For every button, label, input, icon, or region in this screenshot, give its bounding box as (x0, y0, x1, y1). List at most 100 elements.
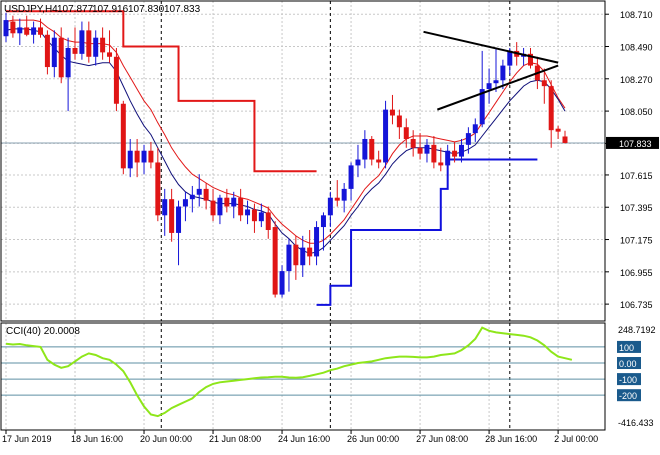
candle-body (327, 197, 333, 216)
candle-body (527, 53, 533, 66)
candle-body (452, 150, 458, 157)
candle-body (548, 86, 554, 131)
candle-body (293, 244, 299, 266)
candle-body (279, 271, 285, 295)
candle-body (58, 37, 64, 78)
candle-body (307, 247, 313, 257)
candle-body (562, 136, 568, 143)
candle-body (500, 65, 506, 81)
time-tick-label: 18 Jun 16:00 (71, 434, 123, 444)
cci-line (5, 326, 573, 418)
candle-body (265, 212, 271, 230)
main-grid (1, 1, 605, 321)
panel-frames (0, 0, 606, 431)
candle-body (245, 209, 251, 216)
candle-body (493, 80, 499, 84)
candle-body (417, 147, 423, 154)
candle-body (355, 159, 361, 166)
ma-fast-line (5, 28, 566, 255)
candle-body (224, 197, 230, 207)
candle-body (217, 197, 223, 216)
cci-level-tag (617, 373, 641, 386)
ohlc-low: 107.830 (128, 4, 165, 15)
candle-body (189, 194, 195, 200)
price-tick-label: 108.710 (620, 10, 653, 20)
time-axis: 17 Jun 2019 18 Jun 16:00 20 Jun 00:00 21 Ju… (2, 430, 598, 444)
candle-body (44, 34, 50, 68)
time-tick-label: 17 Jun 2019 (2, 434, 52, 444)
candle-body (100, 37, 106, 53)
candle-body (251, 209, 257, 222)
time-tick-label: 28 Jun 16:00 (485, 434, 537, 444)
candle-body (334, 197, 340, 201)
cci-axis: 100 0.00 -100 -200 248.7192 -416.433 (617, 325, 656, 428)
moving-averages (5, 19, 566, 255)
candle-body (93, 37, 99, 57)
cci-level-tag (617, 340, 641, 353)
candle-body (10, 21, 16, 34)
price-tick-label: 107.395 (620, 203, 653, 213)
candle-body (210, 200, 216, 216)
candle-body (258, 212, 264, 222)
candle-body (272, 227, 278, 295)
chart-symbol-label: USDJPY,H4 (4, 4, 58, 15)
price-tick-label: 106.735 (620, 300, 653, 310)
price-tick-label: 108.490 (620, 43, 653, 53)
cci-level-label: -200 (619, 391, 637, 401)
cci-indicator-label: CCI(40) 20.0008 (6, 326, 80, 337)
candle-body (348, 165, 354, 189)
candle-body (17, 27, 23, 34)
candle-body (155, 162, 161, 216)
ohlc-high: 107.916 (92, 4, 129, 15)
candle-body (134, 150, 140, 163)
candle-body (203, 188, 209, 201)
candle-body (369, 138, 375, 160)
candle-body (396, 115, 402, 128)
candle-body (169, 199, 175, 233)
price-tick-label: 107.615 (620, 171, 653, 181)
candle-body (38, 27, 44, 35)
time-tick-label: 20 Jun 00:00 (140, 434, 192, 444)
current-price-label: 107.833 (619, 139, 652, 149)
candle-body (410, 138, 416, 148)
cci-grid (1, 323, 605, 430)
candle-body (3, 20, 9, 37)
cci-level-label: 0.00 (619, 359, 637, 369)
cci-min-label: -416.433 (618, 418, 654, 428)
candle-body (72, 47, 78, 54)
candle-body (176, 206, 182, 233)
ohlc-open: 107.877 (57, 4, 94, 15)
candle-body (24, 27, 30, 35)
candle-body (458, 144, 464, 157)
candle-body (31, 27, 37, 35)
candle-body (231, 197, 237, 207)
candle-body (107, 52, 113, 57)
candle-body (113, 56, 119, 104)
candle-body (65, 47, 71, 78)
candle-body (341, 188, 347, 201)
candle-body (507, 50, 513, 66)
ohlc-close: 107.833 (164, 4, 201, 15)
candle-body (79, 30, 85, 54)
candle-body (472, 124, 478, 134)
candle-body (465, 133, 471, 145)
candle-body (196, 188, 202, 195)
candle-body (320, 215, 326, 228)
time-tick-label: 21 Jun 08:00 (209, 434, 261, 444)
trendline (423, 30, 559, 64)
time-tick-label: 2 Jul 00:00 (554, 434, 598, 444)
cci-level-tag (617, 389, 641, 402)
current-price-tag (606, 136, 659, 149)
candle-body (479, 89, 485, 125)
time-tick-label: 26 Jun 00:00 (347, 434, 399, 444)
candle-body (286, 244, 292, 272)
support-step-line (316, 158, 538, 306)
candle-body (555, 128, 561, 132)
time-tick-label: 24 Jun 16:00 (278, 434, 330, 444)
resistance-step-line (6, 10, 317, 173)
candle-body (314, 227, 320, 257)
candle-body (438, 162, 444, 166)
price-axis: 108.710108.490108.270108.050107.830107.6… (605, 10, 659, 310)
candle-body (376, 159, 382, 163)
